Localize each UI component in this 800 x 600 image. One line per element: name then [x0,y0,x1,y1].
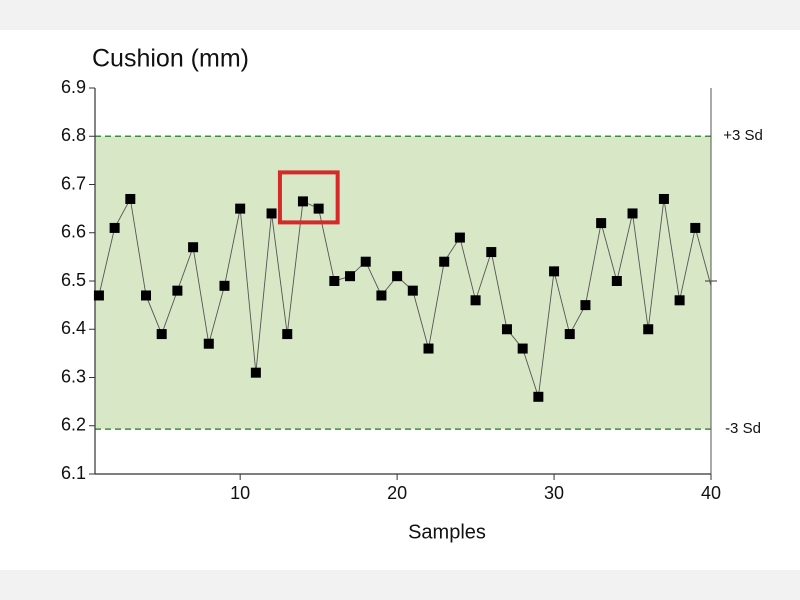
limit-label: +3 Sd [723,127,763,144]
data-point [580,300,591,311]
y-tick-label: 6.6 [61,222,86,242]
data-point [329,276,340,286]
data-point [109,222,120,233]
data-point [549,266,560,277]
series-line [98,197,712,397]
limit-label: -3 Sd [725,420,761,437]
data-point [392,271,403,282]
data-point [313,203,324,214]
x-axis-label: Samples [408,521,486,543]
x-tick-label: 10 [230,483,250,503]
x-tick-label: 30 [544,483,564,503]
data-point [376,290,387,301]
data-point [282,329,293,340]
data-point [423,343,434,354]
data-point [235,203,246,214]
data-point [486,247,497,258]
data-point [345,271,356,282]
data-point [533,391,544,402]
y-tick-label: 6.7 [61,173,86,193]
control-band [95,136,711,430]
x-tick-label: 40 [701,483,721,503]
y-tick-label: 6.4 [61,318,86,338]
chart-title: Cushion (mm) [92,45,249,73]
data-point [125,193,136,204]
data-point [596,218,607,229]
data-point [501,324,512,335]
data-point [188,242,199,253]
data-point [266,208,277,219]
y-tick-label: 6.2 [61,415,86,435]
data-point [627,208,638,219]
y-tick-label: 6.9 [61,77,86,97]
data-point [611,276,622,286]
data-point [93,290,104,301]
data-point [141,290,152,301]
data-point [407,285,418,296]
data-point [454,232,465,243]
data-point [219,280,230,291]
data-point [517,343,528,354]
data-point [470,295,481,306]
y-tick-label: 6.8 [61,125,86,145]
x-tick-label: 20 [387,483,407,503]
data-point [690,222,701,233]
data-point [250,367,261,378]
data-point [297,196,308,207]
y-tick-label: 6.5 [61,270,86,290]
data-point [658,193,669,204]
y-tick-label: 6.3 [61,366,86,386]
data-point [172,285,183,296]
data-point [564,329,575,340]
data-point [360,256,371,267]
y-tick-label: 6.1 [61,463,86,483]
data-point [674,295,685,306]
data-point [643,324,654,335]
data-point [203,338,214,349]
data-point [156,329,167,340]
data-point [439,256,450,267]
highlight-box [277,170,340,225]
